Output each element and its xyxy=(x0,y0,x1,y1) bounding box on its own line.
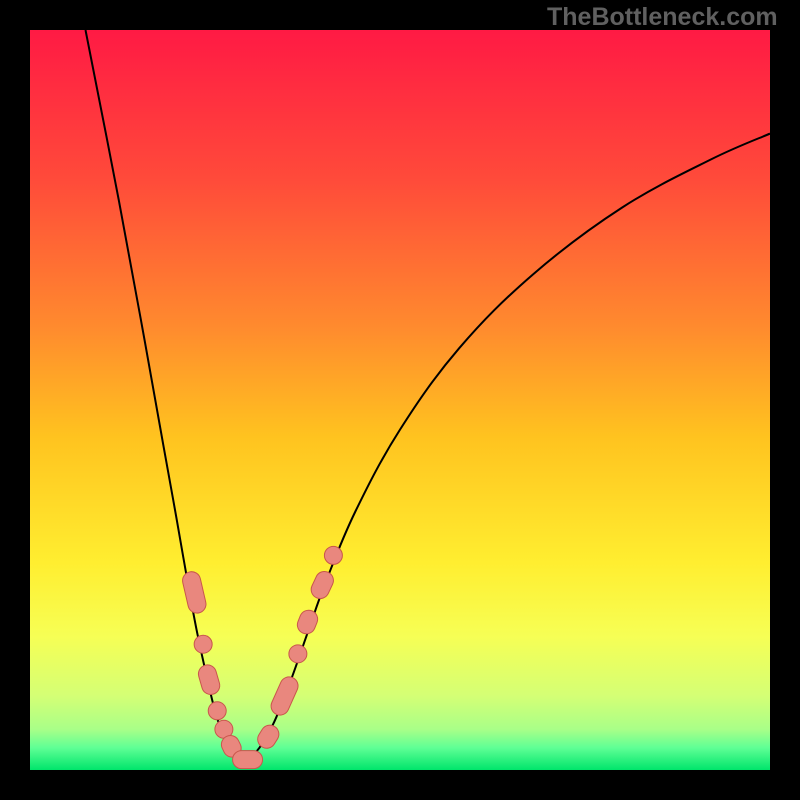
plot-background xyxy=(30,30,770,770)
data-marker xyxy=(289,645,307,663)
chart-svg xyxy=(0,0,800,800)
data-marker xyxy=(208,702,226,720)
data-marker xyxy=(324,546,342,564)
data-marker xyxy=(233,751,263,769)
data-marker xyxy=(194,635,212,653)
watermark-text: TheBottleneck.com xyxy=(547,3,778,32)
chart-stage: TheBottleneck.com xyxy=(0,0,800,800)
